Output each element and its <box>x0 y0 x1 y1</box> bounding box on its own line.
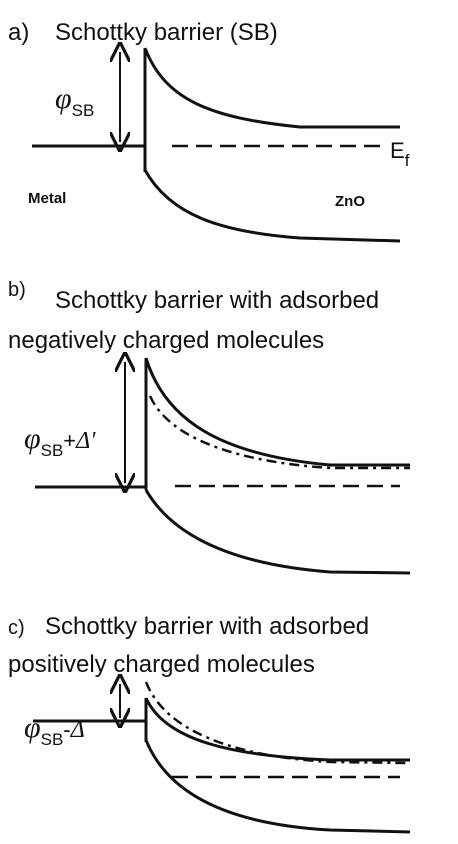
text-part: Δ <box>70 717 85 743</box>
original-band <box>148 395 410 470</box>
panel-title: positively charged molecules <box>8 651 315 678</box>
barrier-label: φSB <box>55 82 94 120</box>
fermi-label: Ef <box>390 138 410 170</box>
valence-band <box>144 739 411 834</box>
panel-title: Schottky barrier with adsorbed <box>45 613 369 640</box>
conduction-band <box>143 47 400 129</box>
text-part: SB <box>41 441 64 460</box>
text-part: SB <box>72 101 95 120</box>
barrier-label: φSB+Δ' <box>24 422 96 460</box>
conduction-band <box>144 697 410 762</box>
zno-label: ZnO <box>335 193 365 210</box>
panel-label: b) <box>8 279 26 301</box>
barrier-label: φSB-Δ <box>24 711 85 749</box>
text-part: φ <box>24 422 41 455</box>
panel-c: c) Schottky barrier with adsorbed positi… <box>8 613 411 834</box>
valence-band <box>144 489 411 575</box>
text-part: - <box>63 717 70 742</box>
panel-title: Schottky barrier with adsorbed <box>55 287 379 314</box>
panel-b: b) Schottky barrier with adsorbed negati… <box>8 279 411 575</box>
conduction-band <box>144 357 410 467</box>
panel-a: a) Schottky barrier (SB) φSB Ef Metal Zn… <box>8 19 410 243</box>
panel-title: negatively charged molecules <box>8 327 324 354</box>
text-part: SB <box>41 730 64 749</box>
panel-label: c) <box>8 617 25 639</box>
panel-label: a) <box>8 19 29 46</box>
text-part: E <box>390 138 405 163</box>
text-part: Δ' <box>75 428 96 454</box>
text-part: φ <box>24 711 41 744</box>
metal-label: Metal <box>28 190 66 207</box>
text-part: φ <box>55 82 72 115</box>
text-part: f <box>405 151 410 170</box>
valence-band <box>143 169 401 243</box>
text-part: + <box>63 428 76 453</box>
panel-title: Schottky barrier (SB) <box>55 19 278 46</box>
original-band <box>144 681 411 765</box>
